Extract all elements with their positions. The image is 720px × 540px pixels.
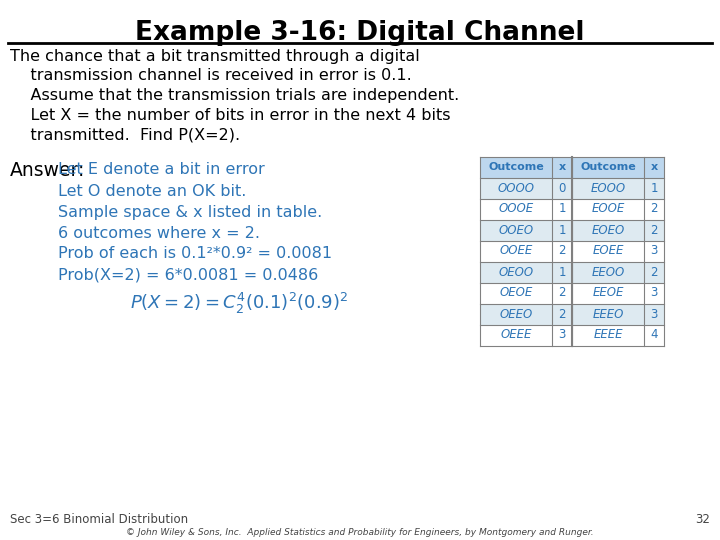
Bar bbox=[552, 282, 572, 303]
Text: OEEO: OEEO bbox=[500, 307, 533, 321]
Text: © John Wiley & Sons, Inc.  Applied Statistics and Probability for Engineers, by : © John Wiley & Sons, Inc. Applied Statis… bbox=[126, 528, 594, 537]
Bar bbox=[552, 178, 572, 199]
Text: Let E denote a bit in error: Let E denote a bit in error bbox=[58, 163, 265, 178]
Bar bbox=[480, 240, 552, 261]
Text: 2: 2 bbox=[650, 202, 658, 215]
Text: 1: 1 bbox=[558, 266, 566, 279]
Text: OEOO: OEOO bbox=[498, 266, 534, 279]
Text: 2: 2 bbox=[650, 224, 658, 237]
Text: EOOO: EOOO bbox=[590, 181, 626, 194]
Text: 3: 3 bbox=[558, 328, 566, 341]
Text: Prob(X=2) = 6*0.0081 = 0.0486: Prob(X=2) = 6*0.0081 = 0.0486 bbox=[58, 267, 318, 282]
Text: 32: 32 bbox=[695, 513, 710, 526]
Text: Outcome: Outcome bbox=[488, 162, 544, 172]
Text: 0: 0 bbox=[558, 181, 566, 194]
Text: Sample space & x listed in table.: Sample space & x listed in table. bbox=[58, 205, 323, 219]
Text: 1: 1 bbox=[650, 181, 658, 194]
Bar bbox=[552, 261, 572, 282]
Text: OOEE: OOEE bbox=[500, 245, 533, 258]
Bar bbox=[644, 303, 664, 325]
Text: OOOE: OOOE bbox=[498, 202, 534, 215]
Text: transmission channel is received in error is 0.1.: transmission channel is received in erro… bbox=[10, 69, 412, 84]
Text: EOEE: EOEE bbox=[593, 245, 624, 258]
Bar bbox=[644, 178, 664, 199]
Bar bbox=[644, 261, 664, 282]
Bar bbox=[552, 219, 572, 240]
Text: Outcome: Outcome bbox=[580, 162, 636, 172]
Text: Sec 3=6 Binomial Distribution: Sec 3=6 Binomial Distribution bbox=[10, 513, 188, 526]
Text: transmitted.  Find P(X=2).: transmitted. Find P(X=2). bbox=[10, 127, 240, 142]
Text: 1: 1 bbox=[558, 202, 566, 215]
Text: 3: 3 bbox=[650, 287, 657, 300]
Bar bbox=[572, 240, 644, 261]
Bar bbox=[480, 282, 552, 303]
Text: $P\left(X=2\right)=C_2^4\left(0.1\right)^2\left(0.9\right)^2$: $P\left(X=2\right)=C_2^4\left(0.1\right)… bbox=[130, 291, 348, 315]
Text: 4: 4 bbox=[650, 328, 658, 341]
Text: EOOE: EOOE bbox=[591, 202, 625, 215]
Text: OEOE: OEOE bbox=[500, 287, 533, 300]
Text: Let X = the number of bits in error in the next 4 bits: Let X = the number of bits in error in t… bbox=[10, 107, 451, 123]
Text: EEEE: EEEE bbox=[593, 328, 623, 341]
Text: 2: 2 bbox=[558, 307, 566, 321]
Bar bbox=[480, 178, 552, 199]
Bar bbox=[572, 325, 644, 346]
Bar bbox=[480, 219, 552, 240]
Text: Let O denote an OK bit.: Let O denote an OK bit. bbox=[58, 184, 246, 199]
Bar bbox=[480, 325, 552, 346]
Text: Example 3-16: Digital Channel: Example 3-16: Digital Channel bbox=[135, 20, 585, 46]
Text: 1: 1 bbox=[558, 224, 566, 237]
Bar bbox=[644, 240, 664, 261]
Bar bbox=[480, 199, 552, 219]
Text: The chance that a bit transmitted through a digital: The chance that a bit transmitted throug… bbox=[10, 49, 420, 64]
Bar bbox=[480, 157, 552, 178]
Text: 6 outcomes where x = 2.: 6 outcomes where x = 2. bbox=[58, 226, 260, 240]
Bar bbox=[552, 325, 572, 346]
Text: EOEO: EOEO bbox=[591, 224, 625, 237]
Text: 3: 3 bbox=[650, 307, 657, 321]
Text: OEEE: OEEE bbox=[500, 328, 531, 341]
Bar bbox=[552, 199, 572, 219]
Bar bbox=[572, 178, 644, 199]
Bar bbox=[644, 199, 664, 219]
Text: 3: 3 bbox=[650, 245, 657, 258]
Bar bbox=[572, 282, 644, 303]
Text: Answer:: Answer: bbox=[10, 160, 86, 179]
Text: 2: 2 bbox=[650, 266, 658, 279]
Text: x: x bbox=[650, 162, 657, 172]
Text: 2: 2 bbox=[558, 245, 566, 258]
Text: x: x bbox=[559, 162, 566, 172]
Bar bbox=[480, 261, 552, 282]
Bar bbox=[572, 303, 644, 325]
Text: EEOE: EEOE bbox=[593, 287, 624, 300]
Text: Assume that the transmission trials are independent.: Assume that the transmission trials are … bbox=[10, 88, 459, 103]
Text: 2: 2 bbox=[558, 287, 566, 300]
Bar bbox=[572, 261, 644, 282]
Bar bbox=[552, 303, 572, 325]
Bar bbox=[644, 325, 664, 346]
Bar bbox=[572, 219, 644, 240]
Text: OOEO: OOEO bbox=[498, 224, 534, 237]
Bar bbox=[644, 282, 664, 303]
Bar bbox=[644, 219, 664, 240]
Bar bbox=[644, 157, 664, 178]
Text: OOOO: OOOO bbox=[498, 181, 534, 194]
Bar bbox=[572, 157, 644, 178]
Bar bbox=[480, 303, 552, 325]
Bar bbox=[552, 240, 572, 261]
Text: EEOO: EEOO bbox=[591, 266, 625, 279]
Bar bbox=[572, 199, 644, 219]
Text: Prob of each is 0.1²*0.9² = 0.0081: Prob of each is 0.1²*0.9² = 0.0081 bbox=[58, 246, 332, 261]
Text: EEEO: EEEO bbox=[593, 307, 624, 321]
Bar bbox=[552, 157, 572, 178]
